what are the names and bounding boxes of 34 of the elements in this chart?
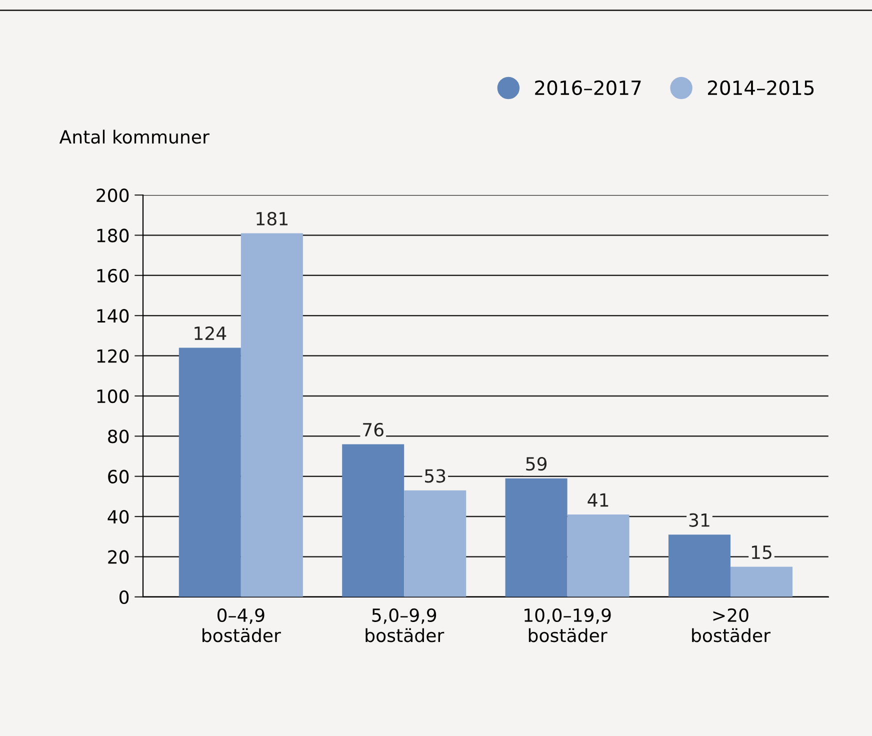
y-tick-label: 20 xyxy=(108,550,129,564)
y-tick-label: 140 xyxy=(97,309,129,323)
data-label: 15 xyxy=(752,546,772,560)
x-tick-label: 10,0–19,9 bostäder xyxy=(524,608,611,642)
bar xyxy=(240,233,303,597)
y-tick-label: 60 xyxy=(108,470,129,484)
x-tick-label: >20 bostäder xyxy=(692,608,771,642)
bar xyxy=(567,514,630,597)
bar xyxy=(178,348,241,597)
bar xyxy=(505,478,568,597)
data-label: 124 xyxy=(194,326,226,340)
y-tick-label: 180 xyxy=(97,228,129,242)
y-tick-label: 200 xyxy=(96,188,129,202)
x-tick-label: 0–4,9 bostäder xyxy=(202,608,281,642)
y-axis-title: Antal kommuner xyxy=(59,130,210,144)
data-label: 59 xyxy=(526,457,547,471)
data-label: 53 xyxy=(425,469,446,483)
y-tick-label: 80 xyxy=(108,430,129,444)
y-tick-label: 160 xyxy=(97,268,129,283)
legend-label: 2016–2017 xyxy=(535,80,641,96)
data-label: 31 xyxy=(689,513,710,527)
y-tick-label: 40 xyxy=(108,510,129,524)
x-tick-label: 5,0–9,9 bostäder xyxy=(366,608,444,642)
bar xyxy=(668,534,730,597)
bar xyxy=(342,444,404,597)
legend-label: 2014–2015 xyxy=(708,80,814,96)
bar xyxy=(404,490,466,597)
y-tick-label: 100 xyxy=(97,389,129,404)
data-label: 76 xyxy=(363,422,384,437)
y-tick-label: 120 xyxy=(97,349,129,363)
bar xyxy=(730,566,792,597)
y-tick-label: 0 xyxy=(120,590,129,604)
data-label: 41 xyxy=(588,493,608,507)
data-label: 181 xyxy=(256,212,288,226)
